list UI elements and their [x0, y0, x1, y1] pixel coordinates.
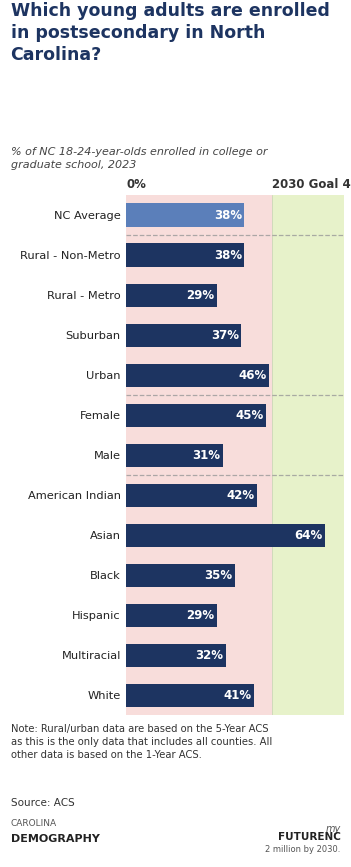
Bar — [126, 684, 254, 707]
Text: 2030 Goal 47%: 2030 Goal 47% — [272, 178, 351, 191]
Bar — [126, 195, 272, 715]
Text: DEMOGRAPHY: DEMOGRAPHY — [11, 834, 99, 844]
Bar — [126, 363, 269, 387]
Text: 64%: 64% — [294, 529, 323, 542]
Text: Source: ACS: Source: ACS — [11, 798, 74, 808]
Bar — [272, 195, 344, 715]
Bar — [126, 643, 226, 667]
Text: 38%: 38% — [214, 249, 242, 262]
Text: FUTURENC: FUTURENC — [278, 832, 340, 843]
Text: 29%: 29% — [186, 609, 214, 622]
Bar — [126, 564, 235, 587]
Text: 31%: 31% — [192, 449, 220, 461]
Bar — [126, 284, 217, 307]
Text: 32%: 32% — [196, 649, 223, 662]
Bar — [126, 323, 241, 347]
Text: Note: Rural/urban data are based on the 5-Year ACS
as this is the only data that: Note: Rural/urban data are based on the … — [11, 724, 272, 760]
Text: 45%: 45% — [236, 408, 264, 421]
Text: % of NC 18-24-year-olds enrolled in college or
graduate school, 2023: % of NC 18-24-year-olds enrolled in coll… — [11, 147, 267, 170]
Text: my: my — [325, 824, 340, 834]
Text: 41%: 41% — [223, 688, 251, 701]
Text: CAROLINA: CAROLINA — [11, 819, 57, 828]
Text: 38%: 38% — [214, 209, 242, 222]
Bar — [126, 603, 217, 627]
Text: 42%: 42% — [226, 489, 254, 502]
Text: 46%: 46% — [239, 368, 267, 381]
Bar — [126, 403, 266, 427]
Text: 0%: 0% — [126, 178, 146, 191]
Text: 29%: 29% — [186, 289, 214, 302]
Text: Which young adults are enrolled
in postsecondary in North
Carolina?: Which young adults are enrolled in posts… — [11, 2, 329, 64]
Text: 37%: 37% — [211, 329, 239, 342]
Bar — [126, 444, 223, 466]
Bar — [126, 204, 245, 226]
Bar — [126, 244, 245, 267]
Bar — [126, 484, 257, 507]
Text: 2 million by 2030.: 2 million by 2030. — [265, 845, 340, 854]
Text: 35%: 35% — [205, 569, 233, 582]
Bar — [126, 524, 325, 547]
